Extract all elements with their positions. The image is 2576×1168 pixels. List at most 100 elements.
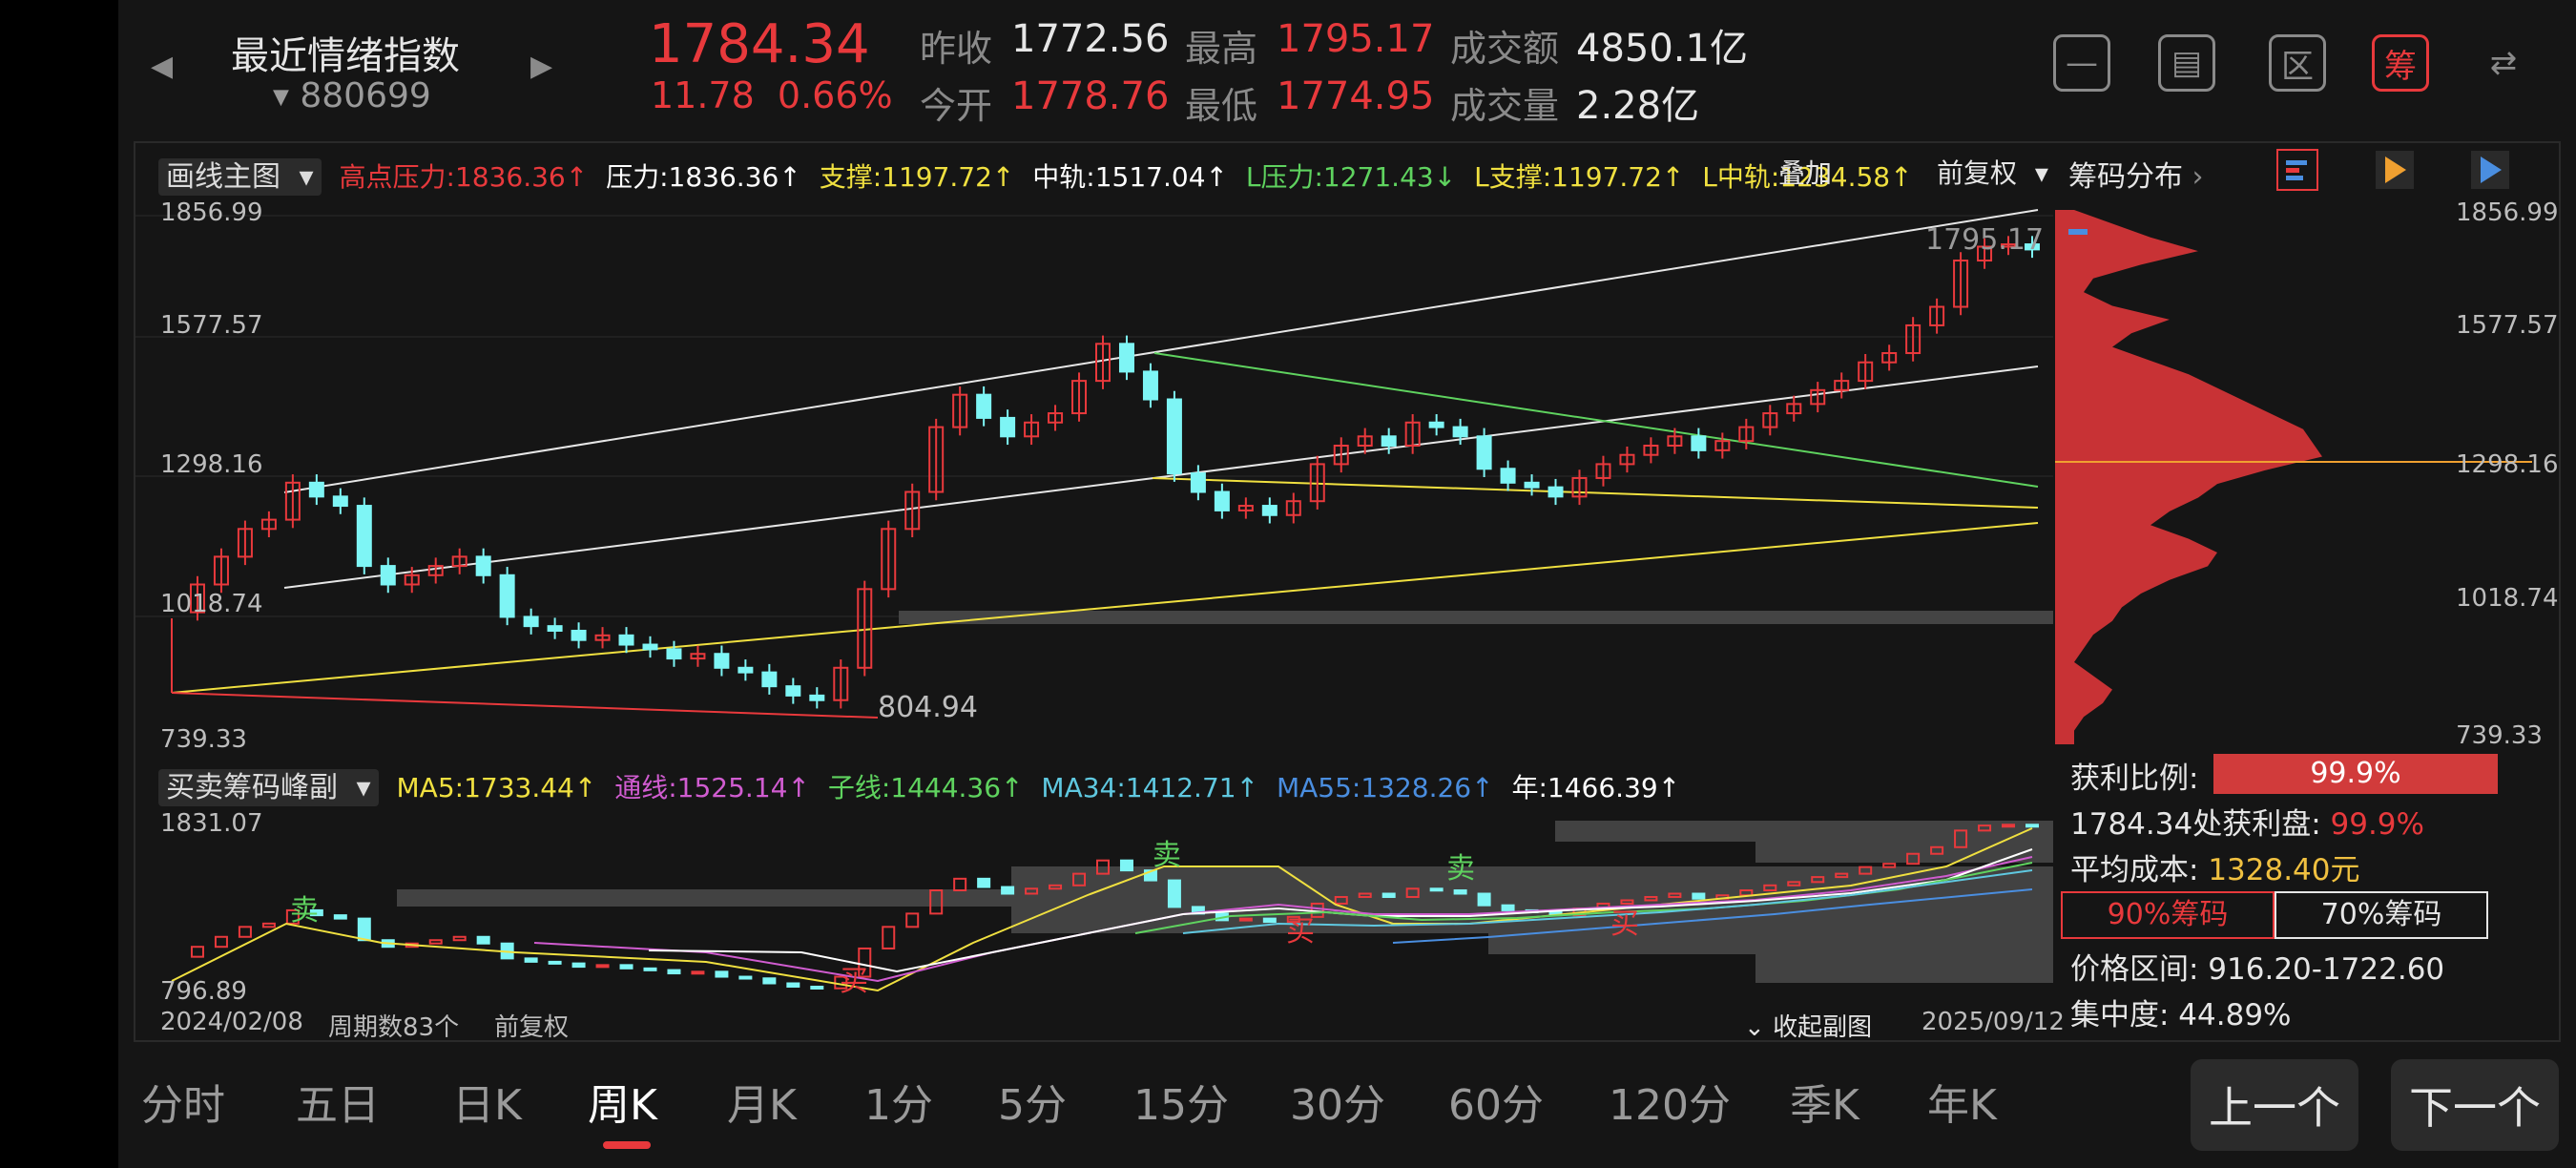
candle-body bbox=[547, 625, 563, 632]
sub-candle-body bbox=[762, 977, 777, 985]
next-stock-arrow[interactable]: ▶ bbox=[530, 50, 553, 83]
price-change: 11.78 0.66% bbox=[651, 74, 893, 116]
ind-ma55: MA55:1328.26↑ bbox=[1276, 772, 1494, 803]
ind-ma34: MA34:1412.71↑ bbox=[1041, 772, 1259, 803]
candle-body bbox=[2025, 243, 2040, 251]
tab-fenshi[interactable]: 分时 bbox=[141, 1081, 225, 1130]
main-indicator-row: 画线主图 ▾ 高点压力:1836.36↑ 压力:1836.36↑ 支撑:1197… bbox=[158, 153, 1922, 196]
sub-candle-body bbox=[1620, 899, 1634, 905]
candle-body bbox=[1500, 468, 1516, 484]
high-label: 最高 bbox=[1185, 28, 1258, 70]
candle-body bbox=[404, 574, 420, 586]
candle-body bbox=[809, 694, 825, 701]
sub-candle-body bbox=[1692, 892, 1706, 900]
prev-stock-button[interactable]: 上一个 bbox=[2191, 1059, 2358, 1151]
candle-body bbox=[308, 481, 324, 498]
layout-tool-button[interactable]: ▤ bbox=[2158, 34, 2215, 92]
candle-body bbox=[1333, 445, 1349, 466]
sub-candle-body bbox=[1001, 886, 1015, 895]
candle-body bbox=[1142, 370, 1158, 401]
amount-label: 成交额 bbox=[1450, 28, 1560, 70]
sub-candle-body bbox=[1763, 884, 1777, 892]
range-tool-button[interactable]: 区 bbox=[2269, 34, 2326, 92]
ind-ma5: MA5:1733.44↑ bbox=[396, 772, 597, 803]
tab-year-k[interactable]: 年K bbox=[1927, 1081, 1997, 1130]
chips-mode-orange-icon[interactable] bbox=[2374, 149, 2416, 191]
sub-candle-body bbox=[929, 889, 944, 915]
prev-stock-arrow[interactable]: ◀ bbox=[151, 50, 174, 83]
collapse-sub-button[interactable]: ⌄ 收起副图 bbox=[1744, 1013, 1873, 1042]
candle-body bbox=[976, 393, 992, 419]
tab-season-k[interactable]: 季K bbox=[1790, 1081, 1859, 1130]
chips-title[interactable]: 筹码分布 › bbox=[2068, 160, 2204, 194]
chips-mode-red-icon[interactable] bbox=[2276, 149, 2318, 191]
avg-cost-row: 平均成本: 1328.40元 bbox=[2070, 845, 2360, 888]
candle-body bbox=[1858, 361, 1874, 383]
tab-15min[interactable]: 15分 bbox=[1133, 1081, 1229, 1130]
sub-candle-body bbox=[571, 962, 586, 969]
ind-year: 年:1466.39↑ bbox=[1511, 772, 1681, 803]
candle-body bbox=[2001, 243, 2017, 248]
sub-candle-body bbox=[858, 947, 872, 978]
sub-candle-body bbox=[357, 917, 371, 942]
sub-candle-body bbox=[1167, 879, 1181, 908]
sub-candle-body bbox=[333, 914, 347, 920]
tab-70-chips[interactable]: 70%筹码 bbox=[2275, 891, 2488, 939]
ind-zixian: 子线:1444.36↑ bbox=[827, 772, 1024, 803]
range-icon: 区 bbox=[2281, 47, 2314, 86]
sub-indicator-selector[interactable]: 买卖筹码峰副 ▾ bbox=[158, 769, 379, 806]
sub-candle-body bbox=[1835, 872, 1849, 879]
profit-ratio-value: 99.9% bbox=[2310, 757, 2401, 790]
chips-tool-button[interactable]: 筹 bbox=[2372, 34, 2429, 92]
main-kline-chart[interactable] bbox=[134, 187, 2053, 761]
tab-week-k[interactable]: 周K bbox=[588, 1081, 657, 1130]
candle-body bbox=[260, 518, 277, 531]
tab-1min[interactable]: 1分 bbox=[864, 1081, 933, 1130]
tab-90-chips[interactable]: 90%筹码 bbox=[2061, 891, 2275, 939]
sell-mark-2: 卖 bbox=[1153, 839, 1181, 872]
candle-body bbox=[690, 653, 706, 660]
candles-group bbox=[189, 236, 2040, 709]
main-indicator-selector[interactable]: 画线主图 ▾ bbox=[158, 158, 322, 196]
candle-body bbox=[618, 634, 634, 646]
stock-code-row[interactable]: ▼ 880699 bbox=[273, 76, 431, 115]
candle-body bbox=[1524, 481, 1540, 489]
switch-tool-button[interactable]: ⇄ bbox=[2475, 34, 2532, 92]
tab-wuri[interactable]: 五日 bbox=[296, 1081, 380, 1130]
sub-candle-body bbox=[1049, 884, 1063, 890]
candle-body bbox=[952, 393, 968, 428]
layout-icon: ▤ bbox=[2171, 44, 2203, 82]
candle-body bbox=[1905, 323, 1922, 355]
sub-volume-bands bbox=[397, 821, 2053, 983]
sub-candle-body bbox=[810, 985, 824, 990]
prev-close-label: 昨收 bbox=[920, 28, 993, 70]
candle-body bbox=[594, 634, 611, 641]
next-stock-button[interactable]: 下一个 bbox=[2391, 1059, 2559, 1151]
sub-candle-body bbox=[238, 926, 252, 938]
candle-body bbox=[1071, 380, 1088, 415]
sub-candle-body bbox=[691, 970, 705, 975]
sell-mark-1: 卖 bbox=[290, 894, 319, 928]
tab-30min[interactable]: 30分 bbox=[1290, 1081, 1385, 1130]
candle-body bbox=[1452, 426, 1468, 438]
period-count: 周期数83个 bbox=[328, 1013, 460, 1042]
tab-60min[interactable]: 60分 bbox=[1448, 1081, 1544, 1130]
tab-5min[interactable]: 5分 bbox=[998, 1081, 1067, 1130]
chart-panel bbox=[134, 141, 2561, 1042]
sub-candle-body bbox=[786, 982, 800, 988]
candle-body bbox=[356, 505, 372, 568]
candle-body bbox=[1428, 421, 1444, 428]
sub-candle-body bbox=[285, 908, 300, 925]
minimize-tool-button[interactable]: — bbox=[2053, 34, 2110, 92]
buy-mark-2: 买 bbox=[1286, 915, 1315, 949]
main-fq-selector[interactable]: 前复权 ▾ bbox=[1937, 153, 2048, 191]
chips-mode-blue-icon[interactable] bbox=[2469, 149, 2511, 191]
tab-day-k[interactable]: 日K bbox=[452, 1081, 522, 1130]
sub-chart[interactable]: 卖 卖 卖 买 买 买 bbox=[134, 809, 2053, 1004]
high-annotation: 1795.17 bbox=[1925, 223, 2045, 257]
tab-month-k[interactable]: 月K bbox=[727, 1081, 797, 1130]
chips-ytick-0: 1856.99 bbox=[2456, 198, 2559, 227]
ind-tongxian: 通线:1525.14↑ bbox=[614, 772, 810, 803]
tab-120min[interactable]: 120分 bbox=[1609, 1081, 1731, 1130]
candle-body bbox=[1381, 435, 1397, 448]
